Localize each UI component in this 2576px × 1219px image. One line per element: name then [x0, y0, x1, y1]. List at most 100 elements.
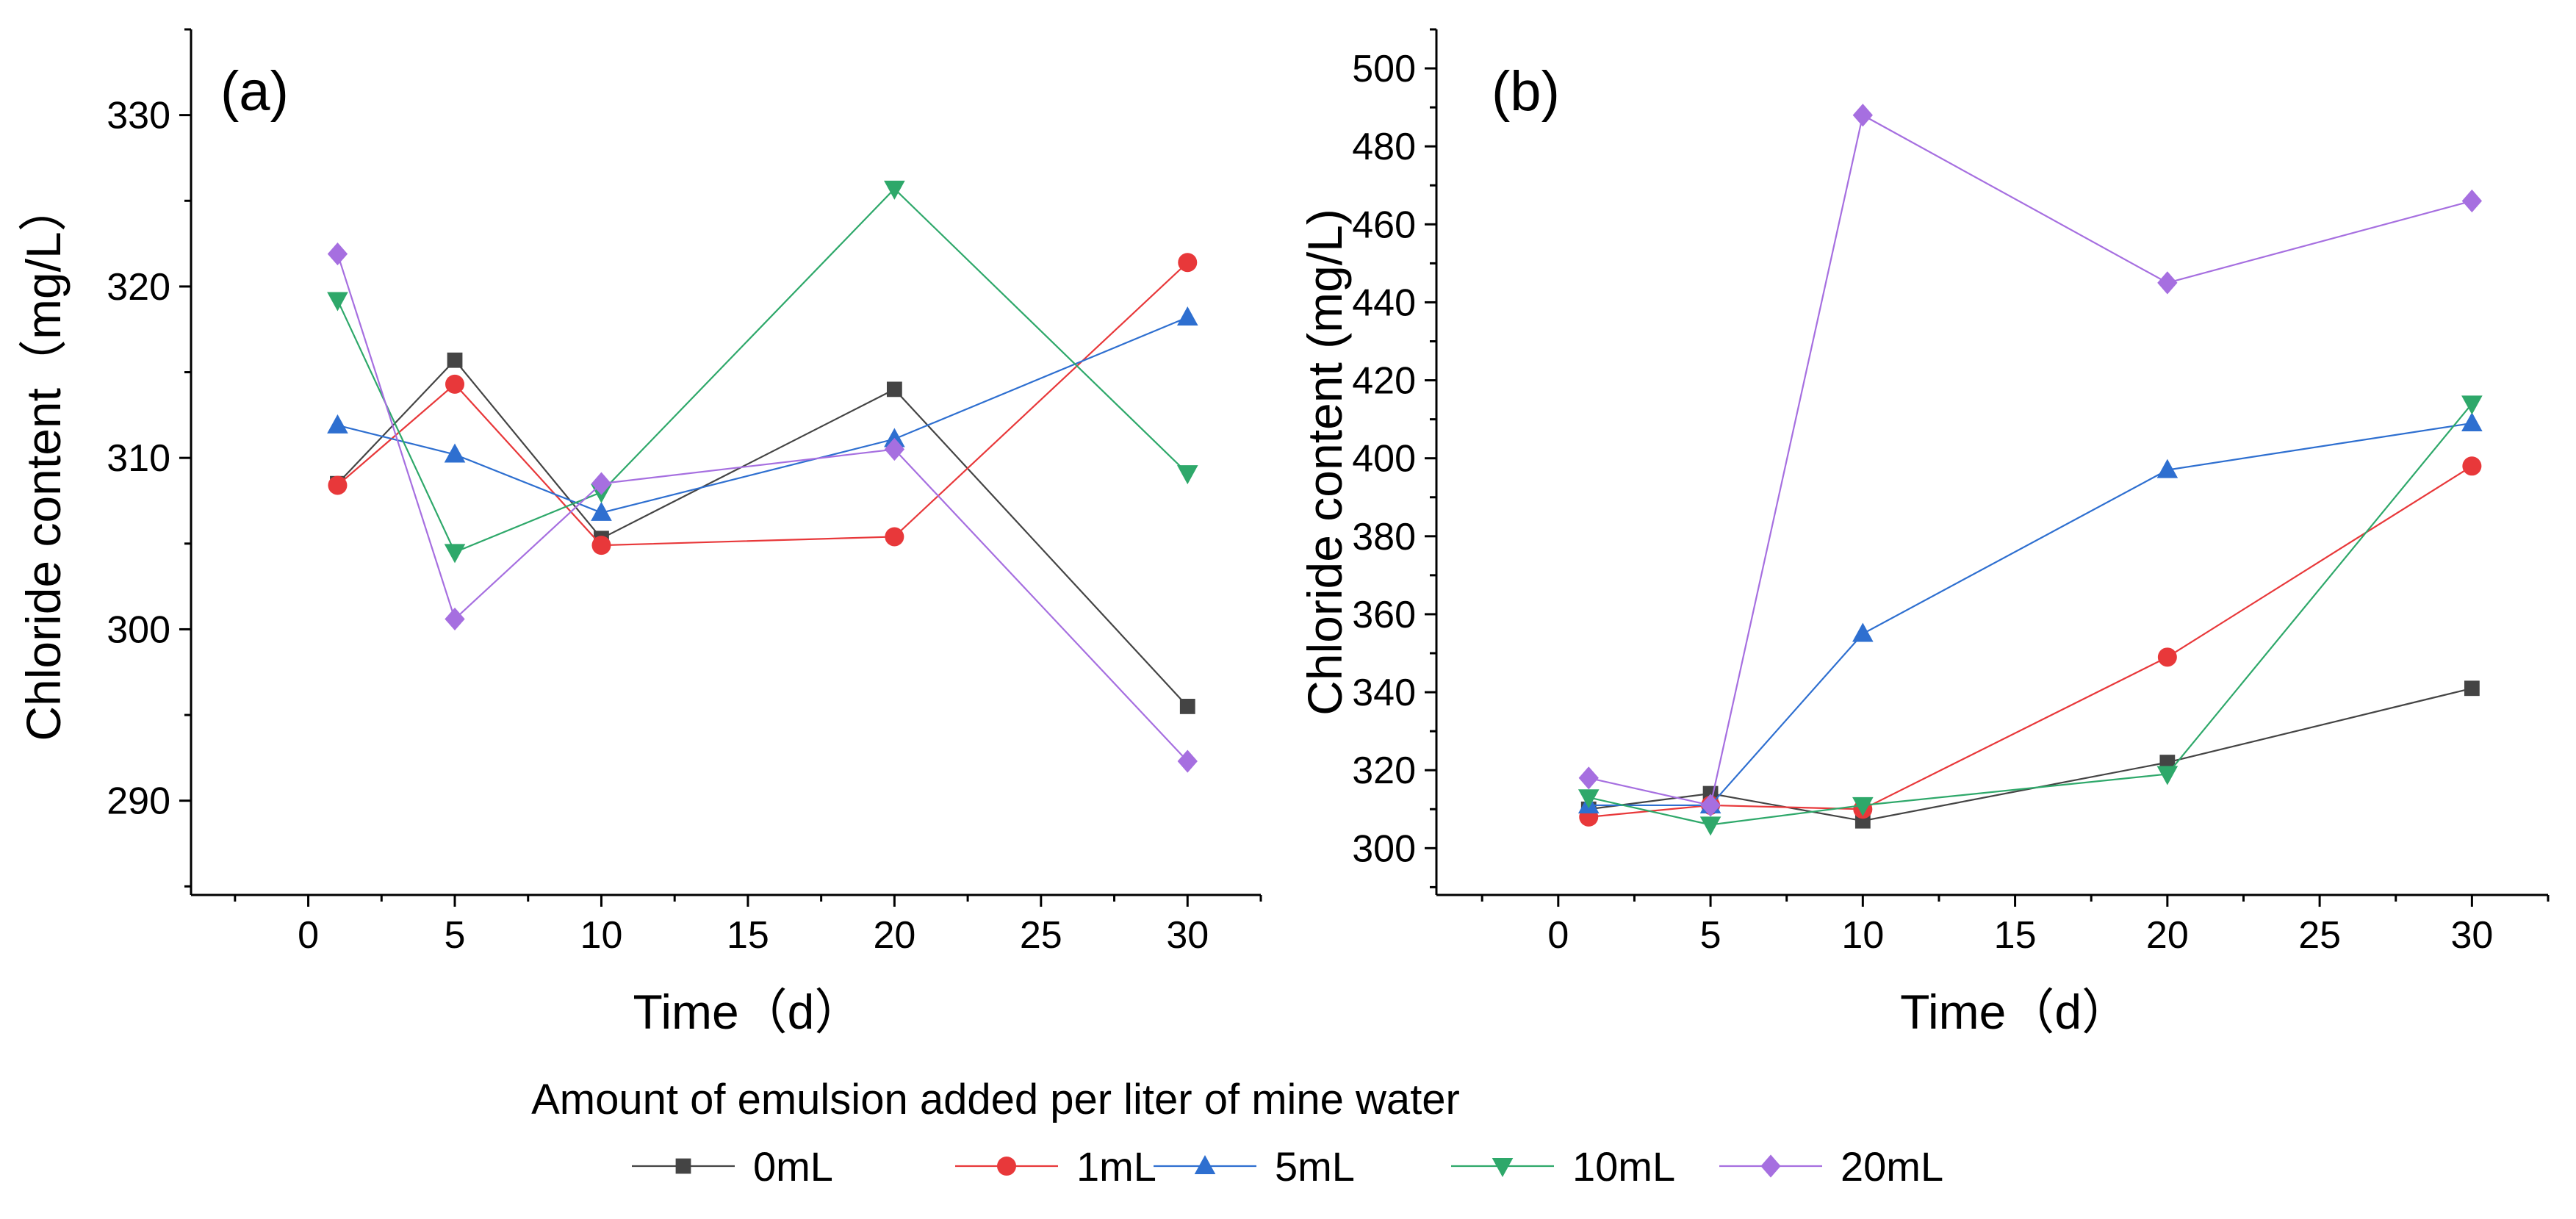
data-point-10mL: [1577, 789, 1600, 809]
series-line-5mL: [1589, 422, 2472, 807]
x-axis-title: Time（d）: [1900, 985, 2130, 1039]
series-line-5mL: [337, 316, 1188, 514]
series-10mL: [1577, 395, 2483, 836]
y-tick-label: 320: [1352, 749, 1416, 792]
data-point-20mL: [884, 437, 905, 461]
series-line-1mL: [337, 262, 1189, 547]
y-tick-label: 360: [1352, 594, 1416, 636]
data-point-5mL: [444, 443, 466, 463]
data-point-1mL: [328, 475, 348, 495]
chart-panel-b: 0 5 10 15 20 25 30 300 320 340 360 380 400 420 440 460 4…: [1298, 28, 2550, 1039]
chart-panel-a: 0 5 10 15 20 25 30 290 300 310 320 330 Time（d） Chlori…: [16, 28, 1262, 1039]
y-tick-label: 300: [1352, 827, 1416, 870]
data-point-5mL: [884, 428, 905, 447]
legend-marker: [675, 1158, 691, 1174]
y-axis-title: Chloride content（mg/L）: [16, 183, 71, 741]
legend-item-1mL: 1mL: [955, 1143, 1156, 1190]
y-tick-label: 380: [1352, 516, 1416, 558]
legend-label: 20mL: [1841, 1143, 1943, 1190]
x-tick-label: 25: [2298, 914, 2341, 957]
series-line-1mL: [1589, 465, 2472, 818]
y-tick-label: 320: [107, 266, 170, 309]
y-tick-label: 330: [107, 95, 170, 137]
y-tick-label: 400: [1352, 438, 1416, 481]
data-point-1mL: [591, 536, 611, 555]
data-point-10mL: [1176, 465, 1198, 485]
data-point-5mL: [2156, 459, 2179, 478]
y-tick-label: 310: [107, 437, 170, 480]
panel-label: (b): [1492, 60, 1560, 123]
data-point-20mL: [1700, 794, 1721, 817]
x-tick-label: 0: [298, 914, 319, 957]
y-tick-label: 440: [1352, 281, 1416, 324]
data-point-0mL: [1179, 699, 1195, 714]
data-point-20mL: [327, 242, 348, 266]
series-line-10mL: [1589, 403, 2473, 826]
legend-label: 0mL: [753, 1143, 833, 1190]
legend-marker: [1194, 1155, 1216, 1175]
data-point-5mL: [591, 501, 612, 521]
series-line-20mL: [337, 253, 1189, 762]
x-tick-label: 10: [1841, 914, 1884, 957]
x-tick-label: 30: [2450, 914, 2493, 957]
y-tick-label: 300: [107, 608, 170, 651]
legend-title: Amount of emulsion added per liter of mi…: [531, 1076, 1460, 1123]
legend-item-5mL: 5mL: [1154, 1143, 1355, 1190]
series-5mL: [1577, 411, 2483, 814]
data-point-20mL: [445, 607, 465, 631]
data-point-5mL: [2461, 411, 2483, 431]
data-point-1mL: [1178, 253, 1198, 273]
data-point-20mL: [591, 472, 612, 495]
legend-items: 0mL 1mL 5mL 10mL 20mL: [632, 1143, 1943, 1190]
data-point-0mL: [886, 381, 902, 398]
data-point-10mL: [327, 292, 348, 312]
data-point-10mL: [1699, 816, 1721, 836]
x-tick-label: 0: [1547, 914, 1569, 957]
series-5mL: [327, 306, 1198, 521]
data-point-5mL: [1852, 622, 1874, 642]
y-tick-label: 460: [1352, 204, 1416, 246]
legend-label: 10mL: [1572, 1143, 1675, 1190]
x-tick-label: 15: [727, 914, 769, 957]
legend: Amount of emulsion added per liter of mi…: [531, 1076, 1943, 1190]
data-point-10mL: [2461, 395, 2483, 415]
data-point-5mL: [1176, 306, 1198, 326]
data-point-0mL: [447, 352, 463, 368]
x-tick-label: 20: [873, 914, 915, 957]
series-line-0mL: [337, 359, 1189, 708]
x-tick-label: 20: [2146, 914, 2189, 957]
series-20mL: [1578, 104, 2483, 817]
series-10mL: [327, 180, 1198, 564]
data-point-20mL: [2157, 271, 2178, 295]
data-point-20mL: [1852, 104, 1873, 127]
series-0mL: [330, 352, 1195, 714]
data-point-10mL: [884, 180, 905, 200]
series-1mL: [1579, 456, 2482, 827]
data-point-20mL: [2461, 189, 2483, 213]
legend-item-10mL: 10mL: [1451, 1143, 1675, 1190]
y-tick-label: 290: [107, 780, 170, 823]
x-tick-label: 30: [1166, 914, 1209, 957]
data-point-10mL: [2156, 766, 2179, 785]
data-point-20mL: [1578, 766, 1599, 790]
data-point-1mL: [2157, 647, 2177, 667]
y-tick-label: 500: [1352, 48, 1416, 90]
data-point-0mL: [2464, 680, 2480, 697]
data-point-20mL: [1177, 749, 1198, 773]
series-20mL: [327, 242, 1198, 773]
x-tick-label: 5: [1700, 914, 1721, 957]
y-tick-label: 480: [1352, 126, 1416, 168]
legend-item-20mL: 20mL: [1719, 1143, 1943, 1190]
x-tick-label: 15: [1994, 914, 2037, 957]
data-point-10mL: [1852, 797, 1874, 816]
panel-label: (a): [220, 60, 289, 123]
legend-label: 1mL: [1076, 1143, 1156, 1190]
x-tick-label: 25: [1020, 914, 1062, 957]
x-tick-label: 5: [445, 914, 466, 957]
y-axis-title: Chloride content (mg/L): [1298, 209, 1352, 716]
series-1mL: [328, 253, 1198, 555]
legend-marker: [1492, 1157, 1514, 1177]
x-axis-title: Time（d）: [633, 985, 863, 1039]
legend-label: 5mL: [1275, 1143, 1355, 1190]
